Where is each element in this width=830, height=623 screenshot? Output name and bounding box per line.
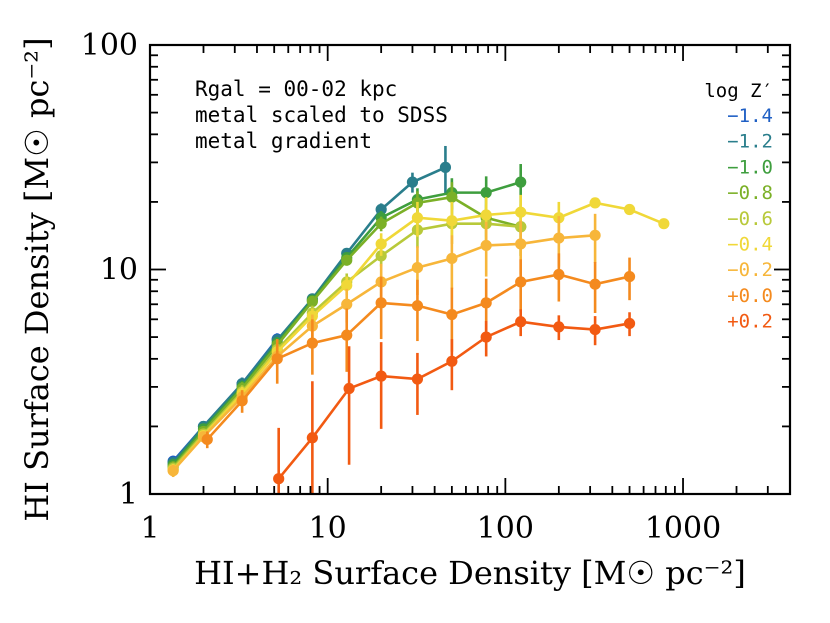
data-point [515,276,527,288]
data-point [589,323,601,336]
legend-entry: −0.4 [727,234,773,256]
legend: −1.4 −1.2 −1.0 −0.8 −0.6 −0.4 −0.2 +0.0 +0.2 [727,105,773,333]
data-point [375,297,387,309]
data-point [375,218,387,230]
data-point [658,218,670,230]
data-point [341,329,353,341]
legend-title: log Z′ [704,80,773,102]
x-tick-label: 10 [309,511,347,546]
data-point [271,353,283,365]
data-point [515,316,527,328]
data-point [623,317,636,330]
legend-entry: +0.2 [727,311,773,333]
data-point [273,473,285,485]
x-tick-label: 100 [477,511,534,546]
data-point [553,321,565,333]
data-point [480,239,492,252]
data-point [406,176,419,188]
data-point [411,261,424,274]
data-point [446,191,458,203]
data-point [515,176,527,188]
y-tick-label: 100 [81,28,138,63]
legend-entry: −1.2 [727,131,773,153]
data-point [446,355,458,367]
y-tick-label: 10 [100,253,138,288]
data-point [480,297,492,309]
legend-entry: +0.0 [727,285,773,307]
y-tick-label: 1 [119,477,138,512]
series-line [277,320,630,480]
data-point [439,161,452,173]
x-tick-label: 1 [140,511,159,546]
data-point [341,279,353,291]
legend-entry: −1.4 [727,105,773,127]
data-point [306,432,318,444]
annotation-line-2: metal scaled to SDSS [195,103,448,127]
series-layer [167,145,670,494]
legend-entry: −1.0 [727,156,773,178]
series-line [172,234,596,472]
data-point [480,209,492,221]
legend-entry: −0.8 [727,182,773,204]
x-axis-label: HI+H₂ Surface Density [M☉ pc⁻²] [194,554,746,592]
data-point [589,197,601,209]
data-point [411,212,424,224]
series-7 [201,253,636,449]
ticks-layer [149,44,791,495]
data-point [446,252,458,265]
legend-entry: −0.2 [727,259,773,281]
tick-labels: 1 10 100 1000 1 10 100 [81,28,721,546]
data-point [553,268,565,281]
data-point [306,337,318,349]
x-tick-label: 1000 [645,511,721,546]
data-point [411,300,424,312]
data-point [343,382,355,395]
data-point [589,229,601,241]
series-8 [273,309,636,494]
data-point [236,395,248,407]
data-point [341,254,353,266]
annotation-line-1: Rgal = 00-02 kpc [195,77,397,101]
data-point [167,465,179,477]
data-point [446,215,458,227]
legend-entry: −0.6 [727,208,773,230]
data-point [480,331,492,343]
y-axis-label: HI Surface Density [M☉ pc⁻²] [18,37,56,521]
data-point [375,238,387,250]
data-point [515,238,527,250]
data-point [375,370,387,382]
data-point [341,298,353,310]
data-point [553,232,565,244]
data-point [375,203,387,216]
data-point [623,203,636,216]
annotation-line-3: metal gradient [195,129,372,153]
data-point [515,206,527,218]
data-point [480,187,492,199]
data-point [589,278,601,290]
data-point [446,308,458,321]
data-point [201,433,213,446]
data-point [623,270,636,283]
data-point [306,295,318,308]
data-point [411,373,424,385]
